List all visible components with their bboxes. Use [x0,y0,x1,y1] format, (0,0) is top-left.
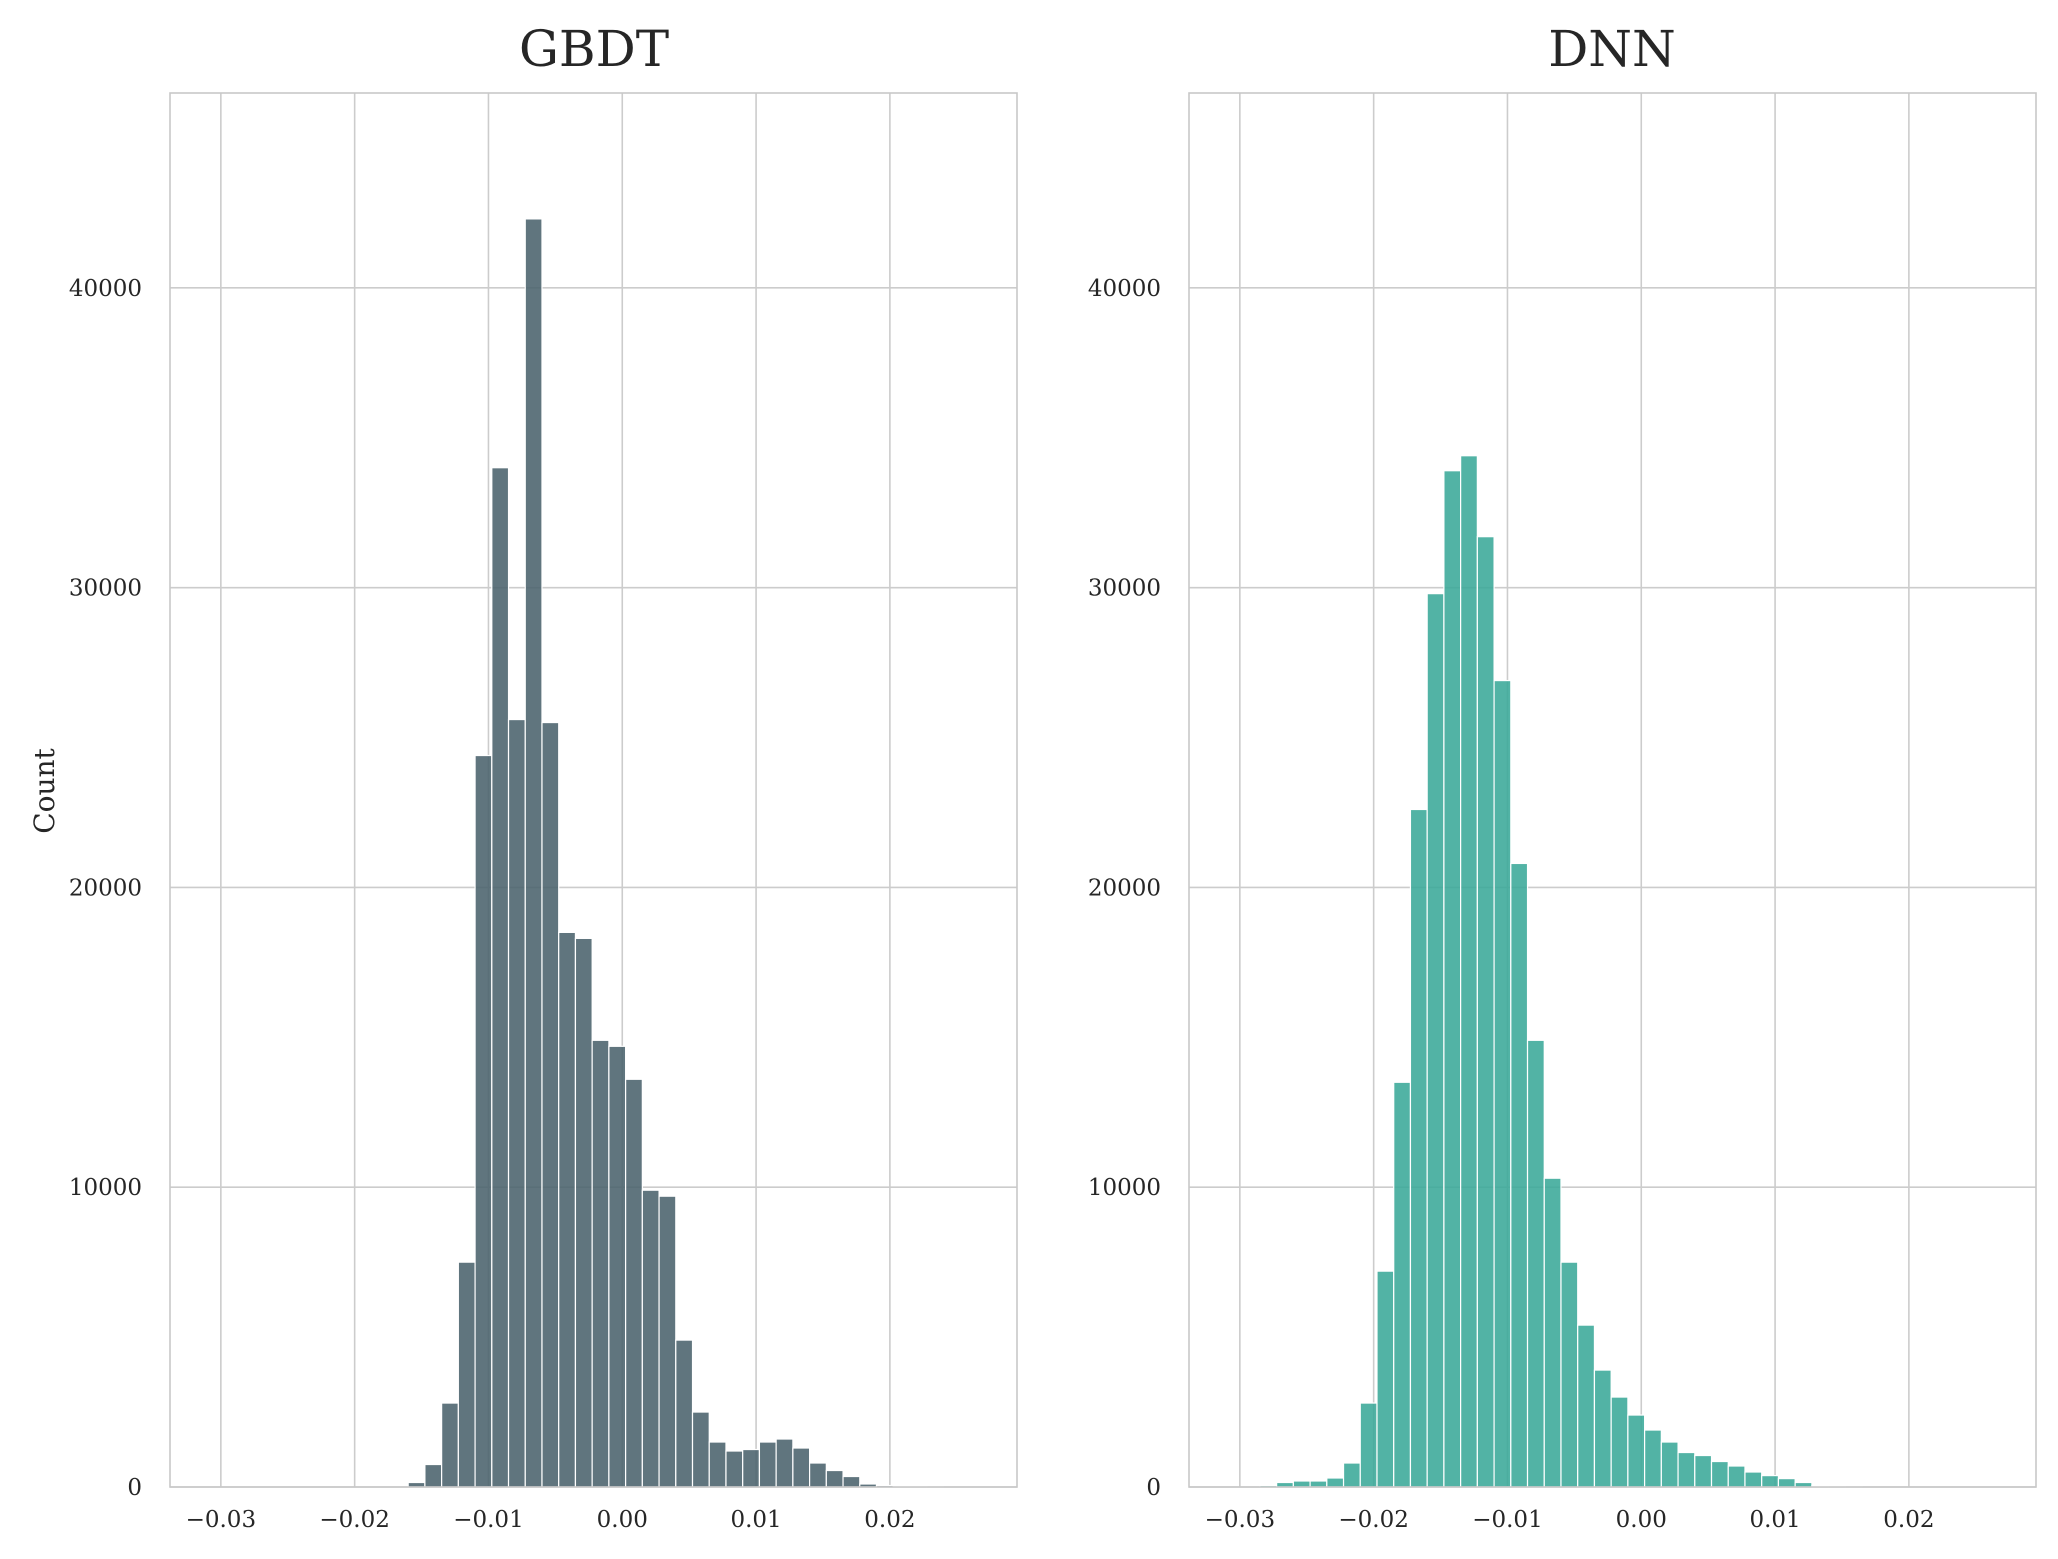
gbdt-y-tick-label: 40000 [69,276,142,302]
dnn-y-tick-label: 10000 [1088,1175,1161,1201]
gbdt-histogram-bar [775,1438,794,1488]
gbdt-y-axis-label: Count [28,747,61,833]
dnn-histogram-bar [1577,1324,1596,1488]
gbdt-histogram-bar [507,718,526,1488]
dnn-histogram-bar [1694,1454,1713,1488]
dnn-histogram-bar [1292,1480,1311,1488]
gbdt-histogram-bar [742,1448,761,1488]
gbdt-histogram-bar [608,1045,627,1488]
gbdt-title: GBDT [519,20,669,78]
dnn-histogram-bar [1443,470,1462,1488]
dnn-histogram-bar [1744,1471,1763,1488]
dnn-histogram-bar [1376,1270,1395,1488]
dnn-y-ticks: 0 10000 20000 30000 40000 [1088,276,1161,1501]
dnn-histogram-bar [1677,1451,1696,1488]
dnn-histogram-bar [1660,1441,1679,1488]
dnn-histogram-bar [1644,1429,1662,1488]
dnn-histogram-bar [1493,679,1512,1488]
dnn-y-tick-label: 20000 [1088,875,1161,901]
gbdt-y-tick-label: 0 [127,1475,142,1501]
dnn-y-tick-label: 30000 [1088,576,1161,602]
dnn-histogram-bar [1460,455,1478,1488]
gbdt-histogram-bar [558,931,577,1488]
dnn-histogram-bar [1526,1039,1545,1488]
gbdt-x-tick-label: −0.03 [186,1507,256,1533]
gbdt-x-tick-label: 0.01 [730,1507,781,1533]
gbdt-histogram-bar [441,1402,459,1488]
dnn-histogram-bar [1309,1480,1328,1488]
dnn-bars [1259,455,1863,1488]
gbdt-histogram-bar [641,1189,660,1488]
dnn-histogram-bar [1560,1261,1579,1488]
dnn-y-tick-label: 0 [1146,1475,1161,1501]
gbdt-histogram-bar [658,1195,677,1488]
gbdt-histogram-bar [491,467,510,1488]
dnn-x-tick-label: −0.03 [1205,1507,1275,1533]
dnn-histogram-bar [1777,1478,1796,1488]
gbdt-histogram-bar [708,1441,727,1488]
dnn-histogram-bar [1761,1475,1780,1488]
dnn-histogram-bar [1627,1414,1646,1488]
gbdt-histogram-bar [424,1463,443,1488]
gbdt-grid [170,93,1017,1488]
dnn-histogram-bar [1409,808,1428,1488]
dnn-x-tick-label: −0.02 [1338,1507,1408,1533]
dnn-histogram-bar [1426,593,1445,1488]
gbdt-histogram-bar [591,1039,610,1488]
gbdt-histogram-bar [474,754,493,1488]
gbdt-x-ticks: −0.03 −0.02 −0.01 0.00 0.01 0.02 [186,1507,916,1533]
gbdt-plot-frame [169,92,1018,1488]
dnn-histogram-bar [1593,1369,1612,1488]
gbdt-histogram-bar [574,937,593,1488]
gbdt-histogram-bar [758,1441,777,1488]
gbdt-bars [407,218,945,1488]
dnn-x-tick-label: 0.02 [1883,1507,1934,1533]
gbdt-y-tick-label: 20000 [69,875,142,901]
gbdt-histogram-bar [842,1475,861,1488]
dnn-y-tick-label: 40000 [1088,276,1161,302]
gbdt-histogram-panel: GBDT Count −0.03 −0.02 −0.01 0.00 0.01 0.02 0… [28,20,1018,1533]
dnn-histogram-bar [1393,1081,1412,1488]
dnn-histogram-bar [1326,1477,1345,1488]
dnn-histogram-bar [1543,1177,1562,1488]
dnn-histogram-panel: DNN −0.03 −0.02 −0.01 0.00 0.01 0.02 0 10000 20… [1088,20,2037,1533]
dnn-histogram-bar [1510,862,1529,1488]
dnn-x-tick-label: 0.00 [1616,1507,1667,1533]
dnn-x-tick-label: −0.01 [1472,1507,1542,1533]
gbdt-histogram-bar [808,1462,827,1488]
gbdt-histogram-bar [457,1261,476,1488]
gbdt-histogram-bar [541,721,560,1488]
gbdt-histogram-bar [524,218,543,1488]
gbdt-histogram-bar [625,1078,643,1488]
gbdt-x-tick-label: 0.00 [597,1507,648,1533]
dnn-title: DNN [1548,20,1676,78]
dnn-x-tick-label: 0.01 [1749,1507,1800,1533]
dnn-grid [1189,93,2036,1488]
dnn-histogram-bar [1476,536,1495,1488]
gbdt-y-tick-label: 10000 [69,1175,142,1201]
dnn-histogram-bar [1359,1402,1378,1488]
gbdt-y-tick-label: 30000 [69,576,142,602]
gbdt-x-tick-label: −0.02 [319,1507,389,1533]
gbdt-x-tick-label: −0.01 [453,1507,523,1533]
gbdt-x-tick-label: 0.02 [864,1507,915,1533]
gbdt-histogram-bar [725,1450,744,1488]
gbdt-y-ticks: 0 10000 20000 30000 40000 [69,276,142,1501]
gbdt-histogram-bar [825,1469,844,1488]
gbdt-histogram-bar [691,1411,710,1488]
dnn-histogram-bar [1610,1396,1629,1488]
dnn-histogram-bar [1342,1462,1361,1488]
dnn-histogram-bar [1727,1465,1746,1488]
dnn-plot-frame [1188,92,2037,1488]
gbdt-histogram-bar [792,1447,811,1488]
gbdt-histogram-bar [675,1339,694,1488]
dnn-histogram-bar [1710,1460,1729,1488]
dnn-x-ticks: −0.03 −0.02 −0.01 0.00 0.01 0.02 [1205,1507,1935,1533]
